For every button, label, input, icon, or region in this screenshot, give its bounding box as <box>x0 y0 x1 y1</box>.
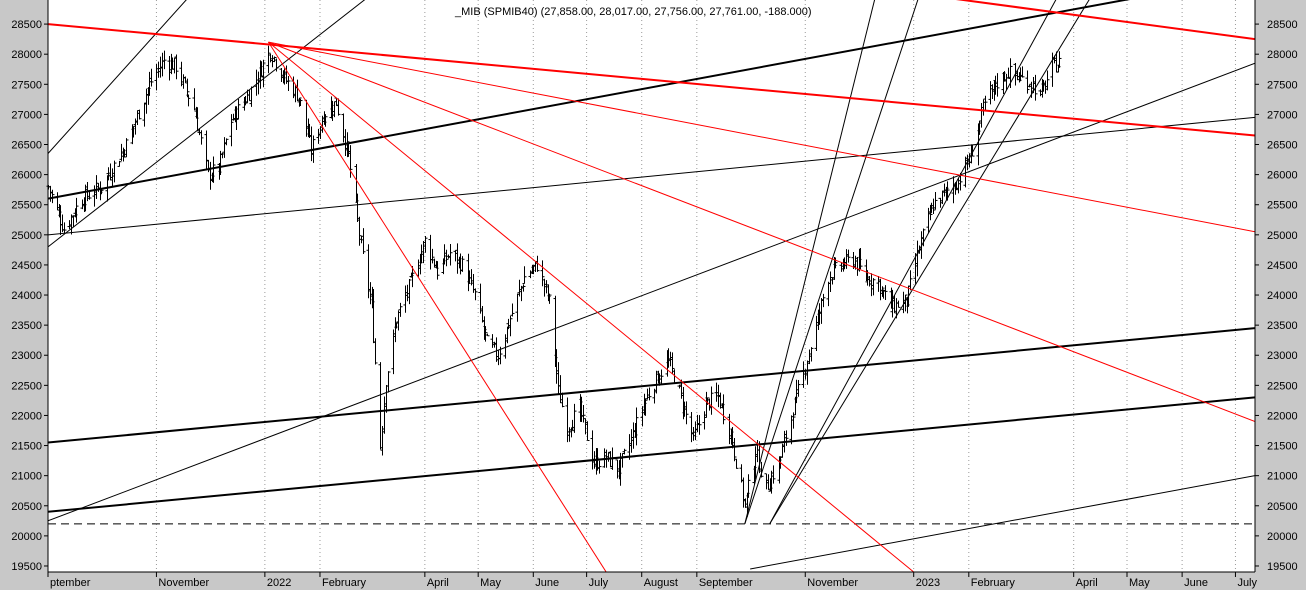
y-tick-label-right: 20500 <box>1267 501 1298 513</box>
x-tick-label: May <box>1129 577 1150 589</box>
trend-line-black <box>744 0 919 524</box>
x-tick-label: June <box>535 577 559 589</box>
y-tick-label-left: 23000 <box>11 350 42 362</box>
y-tick-label-right: 27500 <box>1267 79 1298 91</box>
y-tick-label-right: 24000 <box>1267 290 1298 302</box>
trend-line-red <box>268 41 915 572</box>
y-tick-label-left: 22000 <box>11 410 42 422</box>
trend-line-black <box>48 0 366 248</box>
y-tick-label-right: 26500 <box>1267 140 1298 152</box>
trend-line-black <box>769 0 1057 525</box>
y-tick-label-right: 21000 <box>1267 471 1298 483</box>
trend-lines <box>48 0 1255 572</box>
y-tick-label-left: 28500 <box>11 19 42 31</box>
trend-line-red <box>268 41 1255 233</box>
x-tick-label: 2022 <box>267 577 291 589</box>
y-tick-label-right: 25500 <box>1267 200 1298 212</box>
y-tick-label-left: 21500 <box>11 441 42 453</box>
x-tick-label: April <box>1076 577 1098 589</box>
x-tick-label: February <box>971 577 1016 589</box>
trend-line-black <box>48 0 187 154</box>
trend-line-black <box>48 396 1255 513</box>
x-tick-label: September <box>699 577 753 589</box>
y-tick-label-left: 26500 <box>11 140 42 152</box>
trend-line-black <box>48 62 1255 522</box>
y-tick-label-left: 26000 <box>11 170 42 182</box>
y-tick-label-right: 28000 <box>1267 49 1298 61</box>
trend-line-black <box>48 327 1255 444</box>
chart-title: _MIB (SPMIB40) (27,858.00, 28,017.00, 27… <box>454 6 812 18</box>
y-tick-label-right: 23000 <box>1267 350 1298 362</box>
trend-line-red <box>48 23 1255 137</box>
y-tick-label-right: 19500 <box>1267 561 1298 573</box>
trend-line-black <box>744 0 876 524</box>
y-tick-label-left: 20500 <box>11 501 42 513</box>
plot-area <box>48 0 1255 572</box>
y-tick-label-right: 28500 <box>1267 19 1298 31</box>
y-tick-label-left: 25500 <box>11 200 42 212</box>
y-tick-label-left: 22500 <box>11 380 42 392</box>
y-tick-label-right: 22000 <box>1267 410 1298 422</box>
x-tick-label: August <box>644 577 678 589</box>
y-tick-label-right: 21500 <box>1267 441 1298 453</box>
x-tick-label: ptember <box>50 577 91 589</box>
y-tick-label-left: 23500 <box>11 320 42 332</box>
y-tick-label-left: 21000 <box>11 471 42 483</box>
y-tick-label-left: 19500 <box>11 561 42 573</box>
y-tick-label-right: 22500 <box>1267 380 1298 392</box>
y-tick-label-left: 24500 <box>11 260 42 272</box>
x-tick-label: July <box>589 577 609 589</box>
y-tick-label-left: 25000 <box>11 230 42 242</box>
y-axis-right: 19500 20000 20500 21000 21500 22000 22500 23000… <box>1255 19 1298 573</box>
trend-line-red <box>955 0 1255 41</box>
y-tick-label-left: 20000 <box>11 531 42 543</box>
x-tick-label: 2023 <box>916 577 940 589</box>
y-tick-label-right: 23500 <box>1267 320 1298 332</box>
x-axis: ptember November 2022 February April May June J… <box>47 572 1258 589</box>
y-tick-label-left: 28000 <box>11 49 42 61</box>
y-tick-label-right: 26000 <box>1267 170 1298 182</box>
y-axis-left: 19500 20000 20500 21000 21500 22000 22500 23000… <box>11 19 48 573</box>
x-tick-label: July <box>1237 577 1257 589</box>
y-tick-label-left: 24000 <box>11 290 42 302</box>
y-tick-label-left: 27500 <box>11 79 42 91</box>
trend-line-black <box>48 116 1255 236</box>
y-tick-label-left: 27000 <box>11 109 42 121</box>
x-tick-label: June <box>1184 577 1208 589</box>
trend-line-red <box>268 41 607 572</box>
y-tick-label-right: 25000 <box>1267 230 1298 242</box>
trend-line-red <box>268 41 1255 422</box>
y-tick-label-right: 20000 <box>1267 531 1298 543</box>
y-tick-label-right: 24500 <box>1267 260 1298 272</box>
x-tick-label: May <box>480 577 501 589</box>
x-tick-label: November <box>807 577 858 589</box>
trend-line-black <box>769 0 1090 525</box>
trend-line-black <box>750 475 1255 570</box>
x-tick-label: April <box>427 577 449 589</box>
x-tick-label: February <box>322 577 367 589</box>
x-tick-label: November <box>158 577 209 589</box>
y-tick-label-right: 27000 <box>1267 109 1298 121</box>
